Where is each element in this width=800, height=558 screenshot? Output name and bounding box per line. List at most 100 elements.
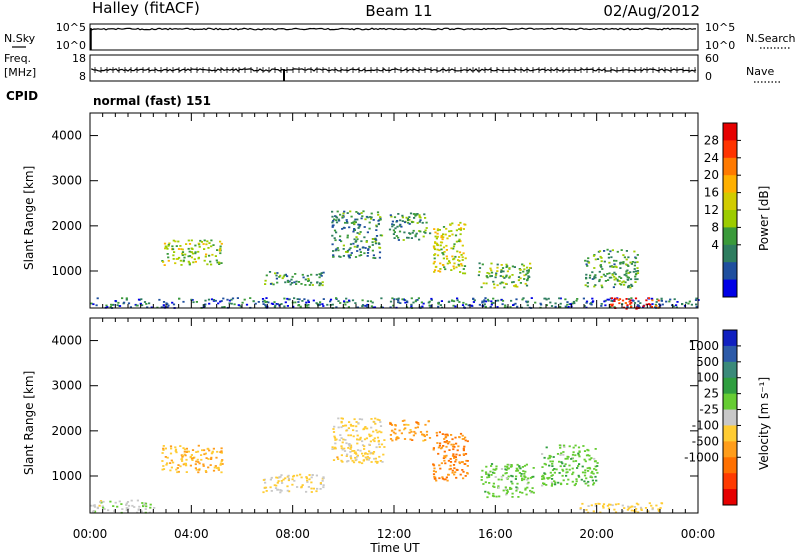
echo-cell xyxy=(197,250,200,253)
echo-cell xyxy=(217,302,220,305)
echo-cell xyxy=(308,474,311,476)
echo-cell xyxy=(112,303,115,306)
echo-cell xyxy=(405,216,408,219)
echo-cell xyxy=(296,486,299,488)
echo-cell xyxy=(269,478,272,481)
echo-cell xyxy=(458,461,461,464)
echo-cell xyxy=(509,465,513,468)
echo-cell xyxy=(665,300,668,303)
echo-cell xyxy=(506,489,509,492)
velocity-panel-background xyxy=(90,318,698,513)
y-tick-label: 1000 xyxy=(51,469,82,483)
echo-cell xyxy=(340,437,343,439)
echo-cell xyxy=(637,300,640,303)
echo-cell xyxy=(561,474,564,477)
echo-cell xyxy=(464,475,467,477)
echo-cell xyxy=(371,249,374,252)
echo-cell xyxy=(379,460,382,462)
echo-cell xyxy=(459,233,462,236)
echo-cell xyxy=(188,255,192,257)
echo-cell xyxy=(231,297,235,300)
echo-cell xyxy=(448,468,451,471)
echo-cell xyxy=(458,251,462,254)
echo-cell xyxy=(332,459,336,461)
echo-cell xyxy=(500,264,503,266)
echo-cell xyxy=(452,258,455,261)
echo-cell xyxy=(281,482,284,484)
echo-cell xyxy=(615,297,618,300)
echo-cell xyxy=(140,298,143,301)
echo-cell xyxy=(319,303,322,306)
echo-cell xyxy=(102,506,105,509)
echo-cell xyxy=(455,240,458,243)
echo-cell xyxy=(435,479,438,482)
echo-cell xyxy=(354,218,357,221)
echo-cell xyxy=(338,255,341,258)
echo-cell xyxy=(500,271,503,273)
echo-cell xyxy=(623,507,626,509)
echo-cell xyxy=(632,300,635,302)
echo-cell xyxy=(398,230,402,233)
echo-cell xyxy=(594,475,597,478)
echo-cell xyxy=(319,482,322,484)
colorbar-tick-label: 8 xyxy=(711,220,719,234)
cpid-label: CPID xyxy=(6,89,38,103)
noise-line xyxy=(91,27,697,31)
echo-cell xyxy=(613,299,616,301)
echo-cell xyxy=(372,451,376,453)
echo-cell xyxy=(113,510,116,512)
echo-cell xyxy=(366,252,370,254)
echo-cell xyxy=(193,258,196,261)
echo-cell xyxy=(228,302,231,305)
echo-cell xyxy=(577,465,580,467)
echo-cell xyxy=(371,301,374,304)
echo-cell xyxy=(403,428,406,431)
echo-cell xyxy=(374,242,378,245)
echo-cell xyxy=(414,213,417,216)
echo-cell xyxy=(335,297,338,299)
x-tick-label: 16:00 xyxy=(478,527,513,541)
echo-cell xyxy=(221,306,224,309)
echo-cell xyxy=(502,281,505,284)
echo-cell xyxy=(341,216,344,219)
echo-cell xyxy=(438,431,441,434)
echo-cell xyxy=(452,453,455,456)
echo-cell xyxy=(613,263,616,266)
echo-cell xyxy=(499,275,502,277)
echo-cell xyxy=(571,480,574,483)
echo-cell xyxy=(447,459,450,462)
echo-cell xyxy=(572,460,575,463)
echo-cell xyxy=(220,300,223,302)
echo-cell xyxy=(637,511,640,514)
echo-cell xyxy=(346,453,349,456)
echo-cell xyxy=(445,454,448,457)
colorbar-swatch xyxy=(723,489,737,506)
echo-cell xyxy=(196,450,200,453)
echo-cell xyxy=(205,243,208,246)
echo-cell xyxy=(369,440,372,443)
echo-cell xyxy=(355,453,358,455)
echo-cell xyxy=(411,221,414,224)
echo-cell xyxy=(300,486,303,489)
echo-cell xyxy=(101,505,104,508)
echo-cell xyxy=(648,502,651,505)
echo-cell xyxy=(264,301,267,304)
echo-cell xyxy=(143,301,147,303)
echo-cell xyxy=(315,490,318,493)
echo-cell xyxy=(300,283,303,285)
echo-cell xyxy=(492,485,495,488)
y-tick-label: 2000 xyxy=(51,424,82,438)
echo-cell xyxy=(341,441,344,444)
echo-cell xyxy=(633,302,637,304)
echo-cell xyxy=(480,286,483,289)
echo-cell xyxy=(634,270,638,273)
echo-cell xyxy=(350,424,353,427)
echo-cell xyxy=(301,300,304,302)
echo-cell xyxy=(443,455,446,457)
echo-cell xyxy=(365,240,368,242)
echo-cell xyxy=(634,510,637,513)
echo-cell xyxy=(145,303,148,305)
echo-cell xyxy=(318,276,321,279)
echo-cell xyxy=(601,268,604,270)
